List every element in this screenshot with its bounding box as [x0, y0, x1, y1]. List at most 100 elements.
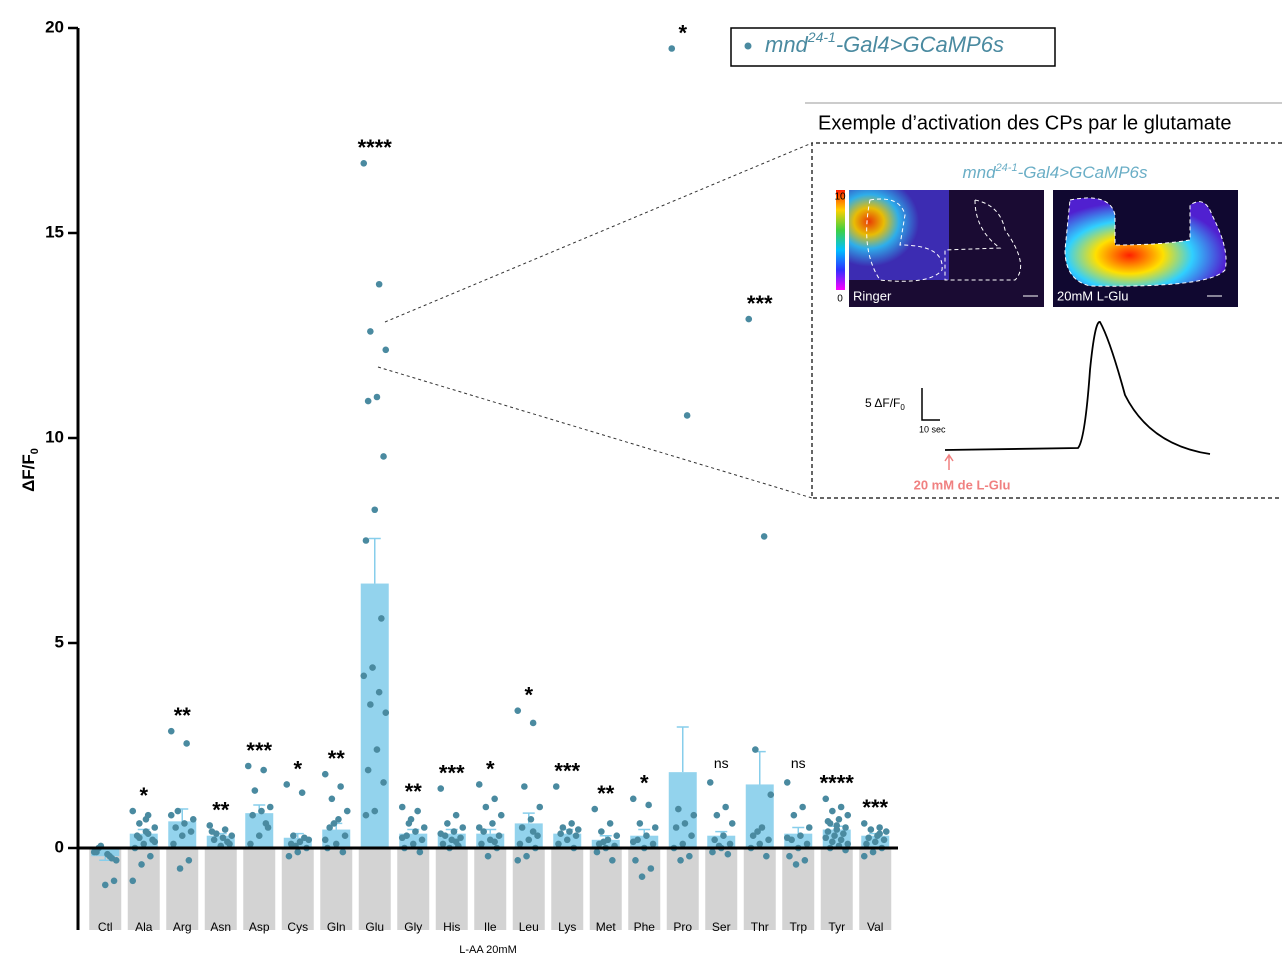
data-point: [326, 824, 333, 831]
x-tick-label: Tyr: [828, 920, 845, 934]
x-tick-label: Ctl: [98, 920, 113, 934]
data-point: [869, 848, 877, 856]
data-point: [371, 506, 379, 514]
data-point: [412, 828, 419, 835]
data-point: [362, 537, 370, 544]
data-point: [613, 832, 621, 839]
data-point: [189, 816, 197, 823]
data-point: [647, 865, 655, 872]
significance-label: *: [139, 783, 148, 808]
data-point: [675, 805, 682, 813]
label-band: [204, 848, 237, 930]
data-point: [801, 857, 809, 864]
data-point: [360, 160, 368, 167]
data-point: [129, 807, 137, 815]
data-point: [373, 393, 381, 401]
inset-frame: [811, 142, 1282, 499]
data-point: [444, 820, 451, 827]
data-point: [786, 852, 793, 860]
data-point: [833, 822, 841, 829]
data-point: [557, 830, 564, 837]
data-point: [491, 838, 498, 846]
data-point: [783, 779, 791, 786]
data-point: [210, 836, 218, 844]
y-label-sub: 0: [29, 448, 41, 454]
trace: [944, 321, 1211, 455]
data-point: [525, 836, 533, 844]
data-point: [260, 766, 267, 774]
data-point: [842, 824, 849, 831]
data-point: [380, 779, 387, 786]
data-point: [398, 834, 406, 842]
label-band: [127, 848, 160, 930]
data-point: [208, 828, 216, 835]
label-band: [474, 848, 507, 930]
data-point: [369, 664, 376, 671]
data-point: [185, 857, 193, 864]
data-point: [437, 830, 445, 837]
colorbar-label: 0: [837, 294, 843, 305]
data-point: [876, 824, 883, 831]
data-point: [380, 453, 387, 460]
data-point: [93, 848, 100, 856]
label-band: [782, 848, 815, 930]
data-point: [536, 803, 544, 811]
genotype-text: mnd: [962, 163, 996, 182]
label-band: [705, 848, 738, 930]
data-point: [108, 854, 116, 862]
x-tick-label: Lys: [558, 920, 576, 934]
data-point: [523, 852, 530, 860]
data-point: [529, 719, 537, 727]
trace-scale: [921, 388, 940, 421]
x-tick-label: Asn: [210, 920, 231, 934]
legend-label: mnd24-1-Gal4>GCaMP6s: [765, 29, 1004, 57]
label-band: [435, 848, 468, 930]
data-point: [677, 857, 684, 864]
significance-label: *: [293, 756, 302, 781]
data-point: [497, 811, 505, 819]
x-tick-label: Gly: [404, 920, 422, 934]
data-point: [880, 836, 888, 844]
data-point: [724, 850, 732, 858]
data-point: [367, 701, 374, 708]
data-point: [552, 783, 560, 790]
image-signal: [849, 190, 949, 280]
label-band: [397, 848, 430, 930]
data-point: [803, 840, 811, 848]
data-point: [104, 850, 111, 858]
data-point: [364, 397, 372, 405]
error-bar: [99, 856, 112, 862]
data-point: [172, 824, 179, 831]
data-point: [181, 820, 188, 827]
data-point: [799, 803, 806, 811]
data-point: [296, 838, 304, 846]
data-point: [144, 830, 152, 837]
data-point: [439, 840, 447, 848]
data-point: [332, 840, 340, 848]
data-point: [183, 740, 190, 747]
significance-label: ***: [246, 738, 272, 763]
data-point: [475, 781, 483, 788]
data-point: [767, 791, 775, 798]
trace-scale-y: 5 ΔF/F0: [865, 396, 905, 412]
x-axis-label: L-AA 20mM: [459, 944, 516, 954]
data-point: [863, 840, 870, 848]
data-point: [375, 688, 383, 696]
data-point: [706, 779, 714, 786]
data-point: [790, 811, 798, 819]
image-signal: [1064, 197, 1227, 287]
image-label: 20mM L-Glu: [1057, 288, 1129, 303]
significance-label: ***: [554, 758, 580, 783]
x-tick-label: Met: [596, 920, 617, 934]
data-point: [459, 824, 467, 831]
data-point: [224, 838, 231, 846]
data-point: [722, 803, 729, 811]
data-point: [643, 832, 650, 839]
data-point: [375, 280, 383, 288]
data-point: [228, 832, 236, 839]
label-band: [243, 848, 276, 930]
data-point: [219, 834, 227, 842]
data-point: [480, 828, 487, 835]
data-point: [178, 832, 186, 839]
data-point: [574, 826, 582, 833]
